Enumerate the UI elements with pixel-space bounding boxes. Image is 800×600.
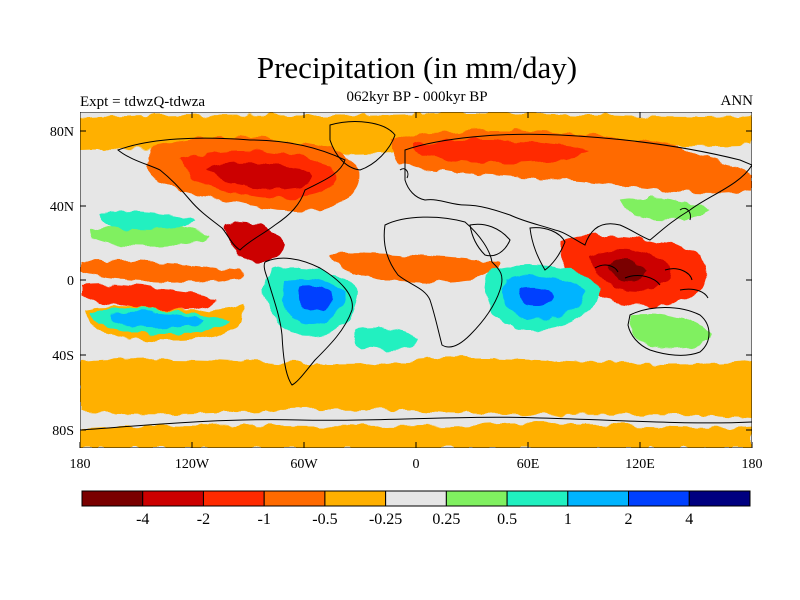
colorbar-box [324, 490, 387, 507]
colorbar-box [385, 490, 447, 507]
colorbar-box [81, 490, 144, 507]
field-eurasia-red [410, 139, 590, 163]
x-tick-label: 120E [625, 457, 655, 472]
colorbar-box [445, 490, 508, 507]
experiment-label: Expt = tdwzQ-tdwza [80, 94, 206, 110]
x-axis [79, 112, 753, 448]
coastline-australia [627, 307, 710, 356]
y-tick-label: 40S [52, 349, 74, 364]
field-north-atlantic-green [90, 224, 210, 247]
plot-title: Precipitation (in mm/day) [256, 50, 578, 85]
colorbar-label: -4 [136, 511, 149, 528]
colorbar-box [202, 490, 265, 507]
coastlines [80, 121, 752, 431]
coastline-arabia [469, 223, 511, 257]
field-caribbean-red [224, 221, 285, 262]
colorbar-box [628, 490, 690, 507]
plot-subtitle: 062kyr BP - 000kyr BP [346, 89, 488, 105]
field-africa-indian-blue [518, 286, 555, 306]
field-amazon-blue [298, 286, 333, 311]
y-axis [80, 130, 752, 431]
field-central-pacific-orange [80, 260, 242, 283]
colorbar-box [567, 490, 630, 507]
x-tick-label: 120W [175, 457, 210, 472]
colorbar-label: -1 [258, 511, 271, 528]
field-south-atlantic-cyan [353, 328, 420, 350]
y-tick-label: 80S [52, 424, 74, 439]
x-tick-label: 180 [742, 457, 763, 472]
x-tick-label: 180 [70, 457, 91, 472]
x-tick-label: 0 [413, 457, 420, 472]
field-north-america-dark-red [205, 162, 312, 188]
field-north-atlantic-cyan [100, 211, 195, 231]
colorbar-box [263, 490, 326, 507]
field-east-pacific-red [80, 283, 217, 311]
x-axis-labels: 180 120W 60W 0 60E 120E 180 [70, 457, 763, 472]
coastline-india [529, 227, 566, 271]
y-tick-label: 40N [50, 200, 74, 215]
colorbar-box [142, 490, 204, 507]
coastline-antarctica [80, 416, 752, 431]
colorbar-label: 0.5 [497, 511, 517, 528]
colorbar-box [688, 490, 751, 507]
coastline-europe-asia [404, 133, 752, 246]
colorbar-box [506, 490, 569, 507]
colorbar-label: -2 [197, 511, 210, 528]
colorbar-label: -0.5 [312, 511, 337, 528]
colorbar-label: 4 [685, 511, 693, 528]
coastline-africa [383, 216, 503, 348]
x-tick-label: 60E [517, 457, 540, 472]
coastline-south-america [263, 257, 353, 386]
y-axis-labels: 80N 40N 0 40S 80S [50, 125, 74, 439]
field-antarctic-orange [80, 423, 752, 448]
precip-anomaly-field [80, 113, 752, 448]
coastline-north-america [117, 137, 346, 251]
field-north-pacific-green [620, 198, 710, 220]
field-southern-ocean-belt [80, 358, 752, 418]
colorbar-label: 2 [625, 511, 633, 528]
coastline-greenland [329, 121, 396, 171]
y-tick-label: 80N [50, 125, 74, 140]
colorbar: -4 -2 -1 -0.5 -0.25 0.25 0.5 1 2 4 [81, 490, 751, 528]
field-atlantic-orange [330, 253, 500, 283]
colorbar-label: -0.25 [369, 511, 402, 528]
map-panel [80, 112, 752, 448]
season-label: ANN [720, 93, 754, 109]
x-tick-label: 60W [290, 457, 318, 472]
colorbar-label: 1 [564, 511, 572, 528]
coastline-maritime-islands [594, 264, 709, 299]
field-warm-pool-darkest [608, 260, 648, 282]
y-tick-label: 0 [67, 274, 74, 289]
field-south-pacific-light-blue [110, 312, 205, 328]
coastline-japan-uk [399, 168, 691, 221]
colorbar-label: 0.25 [432, 511, 460, 528]
field-australia-green [629, 313, 710, 349]
